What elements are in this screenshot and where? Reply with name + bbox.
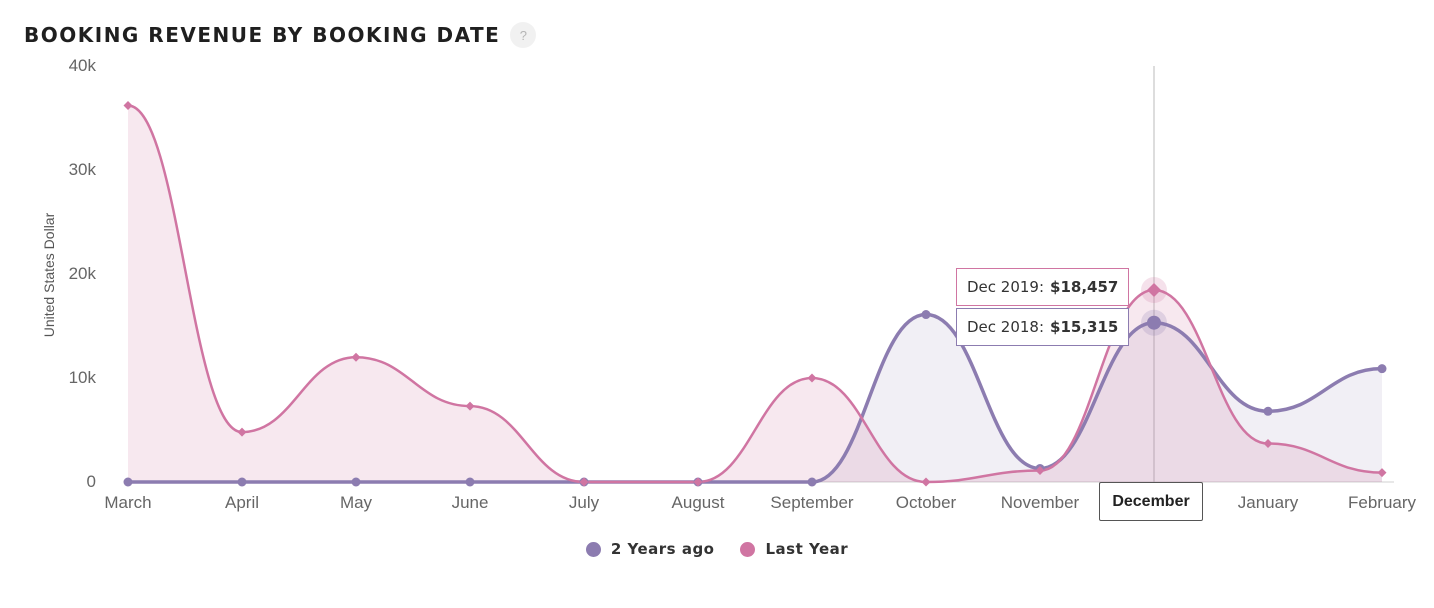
tooltip-last-year-label: Dec 2019: xyxy=(967,278,1045,296)
y-tick-label: 40k xyxy=(69,56,97,75)
marker-layer xyxy=(123,101,1387,487)
x-tick-label: April xyxy=(225,493,259,512)
point-two-years-ago xyxy=(807,477,817,487)
point-two-years-ago xyxy=(1147,315,1161,330)
point-last-year xyxy=(465,401,475,411)
point-two-years-ago xyxy=(351,477,361,487)
chart-title: BOOKING REVENUE BY BOOKING DATE xyxy=(24,23,501,47)
point-last-year xyxy=(921,477,931,487)
legend: 2 Years ago Last Year xyxy=(0,540,1434,558)
x-axis-highlight-label: December xyxy=(1099,482,1203,521)
legend-label-two-years-ago: 2 Years ago xyxy=(610,540,715,558)
axis-layer: 0 10k 20k 30k 40k March April May June July August… xyxy=(69,56,1417,512)
point-last-year xyxy=(693,477,703,487)
chart-header: BOOKING REVENUE BY BOOKING DATE ? xyxy=(24,22,537,48)
point-two-years-ago xyxy=(1263,406,1273,416)
x-tick-label: October xyxy=(896,493,957,512)
point-two-years-ago xyxy=(465,477,475,487)
point-last-year xyxy=(237,427,247,437)
x-tick-label: January xyxy=(1238,493,1299,512)
line-last-year xyxy=(127,104,1383,484)
x-tick-label: September xyxy=(770,493,853,512)
line-two-years-ago xyxy=(128,312,1383,484)
point-last-year xyxy=(351,352,361,362)
area-two-years-ago xyxy=(128,314,1382,482)
x-tick-label: June xyxy=(452,493,489,512)
x-tick-label: May xyxy=(340,493,373,512)
point-last-year xyxy=(579,477,589,487)
y-tick-label: 10k xyxy=(69,368,97,387)
y-tick-label: 20k xyxy=(69,264,97,283)
x-tick-label: February xyxy=(1348,493,1417,512)
point-last-year xyxy=(1377,468,1387,478)
y-tick-label: 30k xyxy=(69,160,97,179)
tooltip-last-year: Dec 2019: $18,457 xyxy=(956,268,1129,306)
legend-dot-two-years-ago xyxy=(585,541,601,557)
x-tick-label: July xyxy=(569,493,600,512)
point-last-year xyxy=(123,101,133,111)
y-tick-label: 0 xyxy=(87,472,96,491)
point-last-year xyxy=(1035,466,1045,476)
point-two-years-ago xyxy=(123,477,133,487)
line-layer xyxy=(127,104,1383,484)
area-last-year xyxy=(128,105,1382,483)
legend-item-last-year[interactable]: Last Year xyxy=(740,540,848,558)
help-icon[interactable]: ? xyxy=(510,22,537,48)
area-layer xyxy=(128,105,1382,483)
legend-item-two-years-ago[interactable]: 2 Years ago xyxy=(585,540,715,558)
point-two-years-ago xyxy=(1377,364,1387,374)
legend-label-last-year: Last Year xyxy=(765,540,849,558)
point-last-year xyxy=(807,373,817,383)
tooltip-two-years-ago-value: $15,315 xyxy=(1050,318,1119,336)
tooltip-two-years-ago-label: Dec 2018: xyxy=(967,318,1045,336)
point-last-year xyxy=(1147,283,1161,298)
point-two-years-ago xyxy=(921,310,931,320)
tooltip-two-years-ago: Dec 2018: $15,315 xyxy=(956,308,1129,346)
y-axis-label: United States Dollar xyxy=(41,212,57,337)
x-tick-label: November xyxy=(1001,493,1080,512)
x-tick-label: March xyxy=(104,493,151,512)
tooltip-last-year-value: $18,457 xyxy=(1050,278,1119,296)
point-last-year xyxy=(1263,439,1273,449)
legend-dot-last-year xyxy=(740,541,756,557)
point-two-years-ago xyxy=(237,477,247,487)
x-tick-label: August xyxy=(672,493,725,512)
